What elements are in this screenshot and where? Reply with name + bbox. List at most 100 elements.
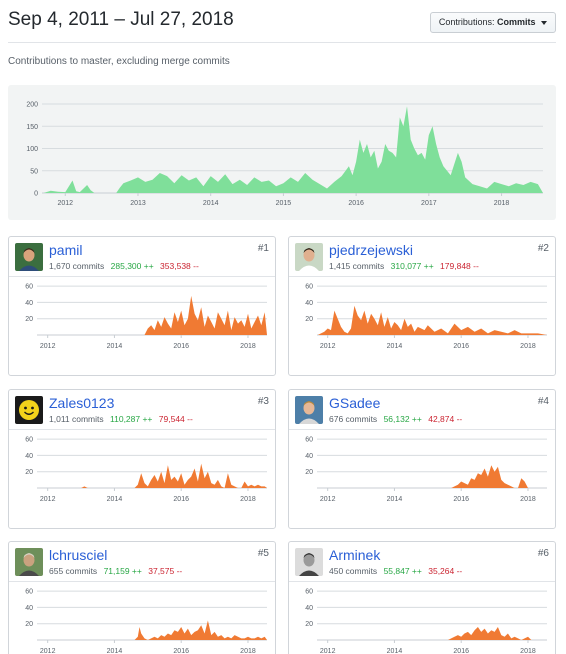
contributor-header: lchrusciel 655 commits 71,159 ++ 37,575 … bbox=[9, 542, 275, 582]
avatar-photo-woman bbox=[295, 396, 323, 424]
x-tick-label: 2014 bbox=[107, 648, 123, 654]
smiley-face bbox=[19, 400, 39, 420]
commit-count: 1,415 commits bbox=[329, 261, 385, 271]
avatar-face bbox=[303, 553, 315, 567]
avatar[interactable] bbox=[295, 396, 323, 424]
avatar-hair bbox=[303, 401, 315, 406]
x-tick-label: 2014 bbox=[203, 200, 219, 207]
avatar[interactable] bbox=[15, 243, 43, 271]
avatar-face bbox=[23, 553, 35, 567]
deletions-count: 79,544 -- bbox=[158, 414, 193, 424]
contributions-select[interactable]: Contributions: Commits bbox=[429, 12, 556, 33]
y-tick-label: 60 bbox=[305, 284, 313, 291]
y-tick-label: 40 bbox=[305, 453, 313, 460]
main-area-chart: 0 50 100 150 200 2012 2013 2014 2015 2016 2017 2018 bbox=[26, 102, 543, 207]
additions-count: 56,132 ++ bbox=[383, 414, 422, 424]
data-series-area bbox=[451, 465, 528, 488]
x-tick-label: 2016 bbox=[453, 343, 469, 350]
x-tick-label: 2018 bbox=[240, 343, 256, 350]
contributor-login-link[interactable]: Zales0123 bbox=[49, 395, 115, 411]
x-tick-label: 2012 bbox=[40, 648, 56, 654]
avatar-shoulders bbox=[299, 570, 319, 576]
contributor-rank: #4 bbox=[537, 396, 549, 407]
contributor-stats: 676 commits 56,132 ++ 42,874 -- bbox=[329, 414, 462, 424]
avatar-photo-bw bbox=[295, 548, 323, 576]
contributor-login-link[interactable]: pjedrzejewski bbox=[329, 242, 414, 258]
x-tick-label: 2012 bbox=[40, 496, 56, 503]
contributor-rank: #6 bbox=[537, 548, 549, 559]
contributions-value: Commits bbox=[496, 17, 536, 27]
data-series-area bbox=[134, 620, 267, 640]
avatar[interactable] bbox=[295, 243, 323, 271]
y-tick-label: 20 bbox=[305, 621, 313, 628]
avatar-face bbox=[303, 401, 315, 415]
avatar[interactable] bbox=[15, 548, 43, 576]
main-contributions-graph: 0 50 100 150 200 2012 2013 2014 2015 2016 2017 2018 bbox=[8, 85, 556, 220]
y-tick-label: 60 bbox=[305, 589, 313, 596]
x-tick-label: 2016 bbox=[173, 496, 189, 503]
avatar-hair bbox=[303, 553, 315, 558]
x-tick-label: 2015 bbox=[276, 200, 292, 207]
contributor-rank: #1 bbox=[257, 243, 269, 254]
contributor-header: pjedrzejewski 1,415 commits 310,077 ++ 1… bbox=[289, 237, 555, 277]
contributor-header: Zales0123 1,011 commits 110,287 ++ 79,54… bbox=[9, 390, 275, 430]
commit-count: 1,670 commits bbox=[49, 261, 105, 271]
data-series-area bbox=[447, 627, 532, 640]
contributor-header: GSadee 676 commits 56,132 ++ 42,874 -- #… bbox=[289, 390, 555, 430]
commit-count: 676 commits bbox=[329, 414, 378, 424]
x-tick-label: 2014 bbox=[387, 648, 403, 654]
date-range-title: Sep 4, 2011 – Jul 27, 2018 bbox=[8, 9, 234, 30]
contributor-card: pamil 1,670 commits 285,300 ++ 353,538 -… bbox=[8, 236, 276, 376]
contributor-area-chart: 20 40 60 2012 2014 2016 2018 bbox=[305, 437, 547, 503]
x-tick-label: 2014 bbox=[387, 496, 403, 503]
avatar-hair bbox=[23, 553, 35, 558]
y-tick-label: 40 bbox=[305, 605, 313, 612]
contributor-card: Zales0123 1,011 commits 110,287 ++ 79,54… bbox=[8, 389, 276, 529]
deletions-count: 35,264 -- bbox=[428, 566, 463, 576]
x-tick-label: 2014 bbox=[107, 343, 123, 350]
contributor-stats: 1,670 commits 285,300 ++ 353,538 -- bbox=[49, 261, 199, 271]
avatar-hair bbox=[303, 248, 315, 253]
y-tick-label: 0 bbox=[34, 191, 38, 198]
y-tick-label: 50 bbox=[30, 168, 38, 175]
y-tick-label: 200 bbox=[26, 102, 38, 109]
additions-count: 110,287 ++ bbox=[110, 414, 153, 424]
y-tick-label: 40 bbox=[305, 300, 313, 307]
avatar-face bbox=[23, 248, 35, 262]
contributor-rank: #3 bbox=[257, 396, 269, 407]
avatar-hair bbox=[23, 248, 35, 253]
x-tick-label: 2012 bbox=[57, 200, 73, 207]
smiley-eye bbox=[24, 406, 27, 410]
contributor-card: GSadee 676 commits 56,132 ++ 42,874 -- #… bbox=[288, 389, 556, 529]
commit-count: 1,011 commits bbox=[49, 414, 104, 424]
contributor-stats: 655 commits 71,159 ++ 37,575 -- bbox=[49, 566, 182, 576]
contributor-login-link[interactable]: lchrusciel bbox=[49, 547, 108, 563]
x-tick-label: 2012 bbox=[320, 343, 336, 350]
x-tick-label: 2018 bbox=[520, 343, 536, 350]
additions-count: 55,847 ++ bbox=[383, 566, 422, 576]
smiley-mouth bbox=[24, 411, 34, 415]
contributor-login-link[interactable]: GSadee bbox=[329, 395, 381, 411]
contributor-area-chart: 20 40 60 2012 2014 2016 2018 bbox=[305, 589, 547, 654]
avatar-photo-outdoor bbox=[15, 548, 43, 576]
x-tick-label: 2018 bbox=[240, 648, 256, 654]
y-tick-label: 20 bbox=[305, 316, 313, 323]
avatar[interactable] bbox=[15, 396, 43, 424]
contributor-header: pamil 1,670 commits 285,300 ++ 353,538 -… bbox=[9, 237, 275, 277]
deletions-count: 179,848 -- bbox=[440, 261, 479, 271]
contributor-login-link[interactable]: Arminek bbox=[329, 547, 381, 563]
data-series-area bbox=[81, 463, 267, 488]
contributor-area-chart: 20 40 60 2012 2014 2016 2018 bbox=[305, 284, 547, 350]
y-tick-label: 100 bbox=[26, 146, 38, 153]
y-tick-label: 60 bbox=[25, 437, 33, 444]
x-tick-label: 2014 bbox=[387, 343, 403, 350]
chevron-down-icon bbox=[541, 20, 547, 25]
y-tick-label: 20 bbox=[25, 621, 33, 628]
additions-count: 285,300 ++ bbox=[110, 261, 154, 271]
contributor-login-link[interactable]: pamil bbox=[49, 242, 83, 258]
avatar[interactable] bbox=[295, 548, 323, 576]
y-tick-label: 150 bbox=[26, 124, 38, 131]
data-series-area bbox=[43, 106, 543, 193]
data-series-area bbox=[144, 295, 267, 335]
contributor-card: pjedrzejewski 1,415 commits 310,077 ++ 1… bbox=[288, 236, 556, 376]
